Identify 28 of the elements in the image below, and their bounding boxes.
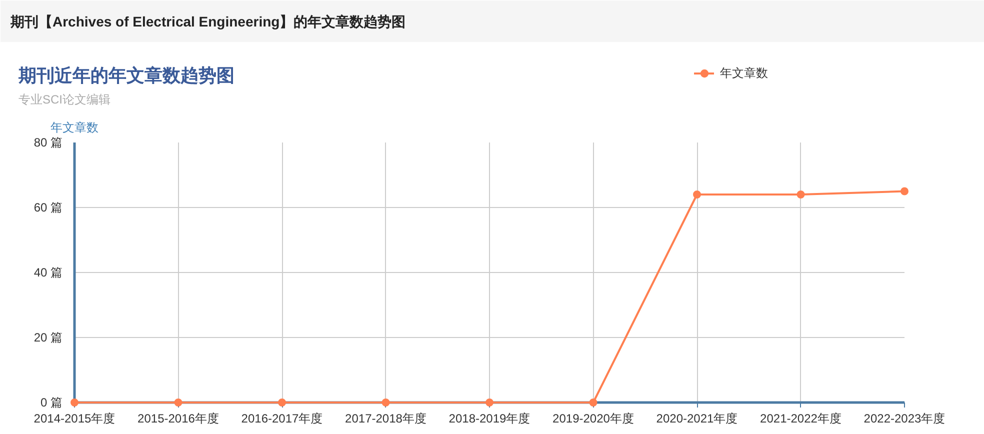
point [382, 398, 390, 406]
y-tick-label: 60 篇 [34, 200, 63, 214]
point [693, 190, 701, 198]
x-tick-label: 2017-2018年度 [345, 412, 426, 426]
point [278, 398, 286, 406]
y-axis-title: 年文章数 [50, 120, 98, 134]
y-tick-label: 80 篇 [34, 136, 63, 150]
point [174, 398, 182, 406]
text: 期刊【Archives of Electrical Engineering】的年文章数趋势图 [10, 14, 406, 30]
x-tick-label: 2014-2015年度 [34, 412, 116, 426]
y-tick-label: 0 篇 [40, 396, 63, 410]
legend-label: 年文章数 [720, 64, 768, 82]
y-tick-label: 20 篇 [34, 330, 63, 344]
point [796, 190, 805, 198]
x-tick-label: 2015-2016年度 [138, 412, 219, 426]
point [589, 398, 598, 406]
chart-title: 期刊近年的年文章数趋势图 [18, 66, 234, 86]
chart-subtitle: 专业SCI论文编辑 [18, 92, 111, 106]
y-tick-label: 40 篇 [34, 266, 63, 280]
point [900, 187, 908, 196]
x-tick-label: 2020-2021年度 [656, 412, 738, 426]
x-tick-label: 2016-2017年度 [241, 412, 323, 426]
x-tick-label: 2021-2022年度 [760, 412, 842, 426]
x-tick-label: 2019-2020年度 [552, 412, 634, 426]
point [486, 398, 494, 406]
point [70, 398, 78, 406]
x-tick-label: 2018-2019年度 [448, 412, 530, 426]
x-tick-label: 2022-2023年度 [864, 412, 946, 426]
